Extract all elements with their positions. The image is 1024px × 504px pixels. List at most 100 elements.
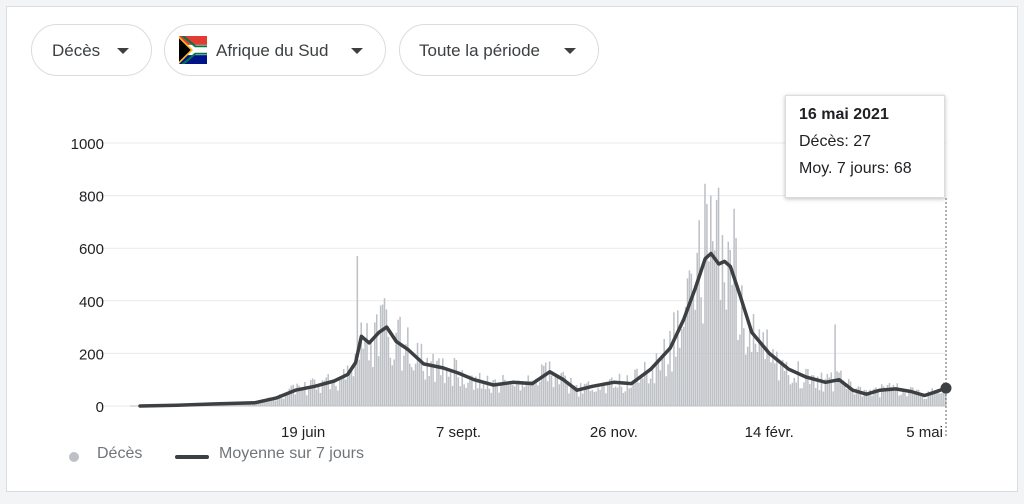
- daily-deaths-bar: [708, 261, 710, 406]
- daily-deaths-bar: [844, 384, 846, 406]
- country-dropdown-label: Afrique du Sud: [216, 41, 329, 60]
- daily-deaths-bar: [779, 360, 782, 406]
- daily-deaths-bar: [313, 379, 316, 406]
- daily-deaths-bar: [403, 355, 405, 406]
- daily-deaths-bar: [603, 383, 605, 406]
- daily-deaths-bar: [601, 384, 603, 406]
- daily-deaths-bar: [360, 322, 362, 406]
- daily-deaths-bar: [306, 395, 308, 406]
- daily-deaths-bar: [816, 376, 819, 406]
- daily-deaths-bar: [834, 324, 836, 406]
- daily-deaths-bar: [680, 329, 683, 406]
- daily-deaths-bar: [657, 359, 660, 406]
- daily-deaths-bar: [490, 392, 493, 406]
- daily-deaths-bar: [677, 310, 679, 406]
- daily-deaths-bar: [548, 361, 551, 406]
- daily-deaths-bar: [760, 344, 763, 406]
- daily-deaths-bar: [280, 397, 283, 406]
- daily-deaths-bar: [416, 342, 419, 406]
- daily-deaths-bar: [690, 273, 693, 406]
- daily-deaths-bar: [348, 372, 351, 406]
- daily-deaths-bar: [562, 371, 564, 406]
- daily-deaths-bar: [812, 375, 815, 406]
- y-tick-label: 0: [96, 399, 104, 416]
- daily-deaths-bar: [261, 402, 263, 406]
- daily-deaths-bar: [558, 384, 561, 406]
- daily-deaths-bar: [525, 381, 528, 406]
- daily-deaths-bar: [492, 380, 495, 406]
- metric-dropdown[interactable]: Décès: [31, 24, 152, 76]
- daily-deaths-bar: [744, 354, 747, 406]
- south-africa-flag-icon: [179, 36, 207, 64]
- daily-deaths-bar: [504, 379, 506, 406]
- daily-deaths-bar: [539, 381, 541, 406]
- daily-deaths-bar: [929, 391, 932, 406]
- daily-deaths-bar: [476, 388, 479, 406]
- daily-deaths-bar: [430, 361, 432, 406]
- daily-deaths-bar: [523, 387, 526, 406]
- seven-day-average-line: [138, 251, 948, 408]
- daily-deaths-bar: [478, 372, 481, 406]
- daily-deaths-bar: [894, 389, 897, 406]
- daily-deaths-bar: [612, 387, 615, 406]
- daily-deaths-bar: [500, 383, 502, 406]
- daily-deaths-bar: [309, 380, 312, 406]
- legend-line-label: Moyenne sur 7 jours: [219, 445, 364, 462]
- daily-deaths-bar: [913, 392, 916, 406]
- daily-deaths-bar: [799, 388, 801, 406]
- daily-deaths-bar: [912, 387, 914, 406]
- daily-deaths-bar: [937, 391, 939, 406]
- daily-deaths-bar: [372, 367, 374, 406]
- daily-deaths-bar: [344, 379, 347, 406]
- daily-deaths-bar: [544, 362, 547, 406]
- daily-deaths-bar: [484, 389, 487, 406]
- daily-deaths-bar: [803, 382, 805, 406]
- daily-deaths-bar: [552, 387, 555, 406]
- daily-deaths-bar: [517, 380, 520, 406]
- daily-deaths-bar: [717, 187, 720, 406]
- daily-deaths-bar: [414, 363, 417, 406]
- tooltip-deaths: Décès: 27: [799, 133, 872, 150]
- daily-deaths-bar: [921, 396, 924, 406]
- daily-deaths-bar: [401, 370, 403, 406]
- daily-deaths-bar: [583, 383, 586, 406]
- daily-deaths-bar: [381, 304, 384, 406]
- daily-deaths-bar: [568, 393, 570, 406]
- daily-deaths-bar: [317, 384, 320, 406]
- daily-deaths-bar: [282, 398, 285, 406]
- daily-deaths-bar: [778, 380, 780, 406]
- daily-deaths-bar: [255, 402, 258, 406]
- daily-deaths-bar: [589, 390, 592, 406]
- y-tick-label: 800: [79, 189, 104, 206]
- daily-deaths-bar: [362, 348, 364, 406]
- daily-deaths-bar: [379, 305, 382, 406]
- period-dropdown[interactable]: Toute la période: [399, 24, 599, 76]
- daily-deaths-bar: [370, 342, 372, 406]
- daily-deaths-bar: [647, 383, 650, 406]
- daily-deaths-bar: [397, 319, 399, 406]
- daily-deaths-bar: [574, 385, 576, 406]
- daily-deaths-bar: [855, 388, 858, 406]
- daily-deaths-bar: [300, 387, 302, 406]
- daily-deaths-bar: [704, 183, 706, 406]
- country-dropdown[interactable]: Afrique du Sud: [164, 24, 386, 76]
- daily-deaths-bar: [877, 390, 879, 406]
- daily-deaths-bar: [632, 381, 634, 406]
- daily-deaths-bar: [541, 364, 543, 406]
- daily-deaths-bar: [809, 384, 811, 406]
- x-tick-label: 19 juin: [281, 424, 325, 441]
- daily-deaths-bar: [508, 384, 510, 406]
- daily-deaths-bar: [756, 351, 759, 406]
- daily-deaths-bar: [577, 396, 580, 406]
- daily-deaths-bar: [350, 369, 353, 406]
- legend-bars-label: Décès: [97, 445, 143, 462]
- x-tick-label: 26 nov.: [590, 424, 638, 441]
- daily-deaths-bar: [931, 388, 933, 406]
- daily-deaths-bar: [715, 199, 718, 406]
- daily-deaths-bar: [333, 382, 335, 406]
- daily-deaths-bar: [638, 382, 640, 406]
- daily-deaths-bar: [570, 377, 572, 406]
- daily-deaths-bar: [752, 313, 755, 406]
- daily-deaths-bar: [457, 377, 460, 406]
